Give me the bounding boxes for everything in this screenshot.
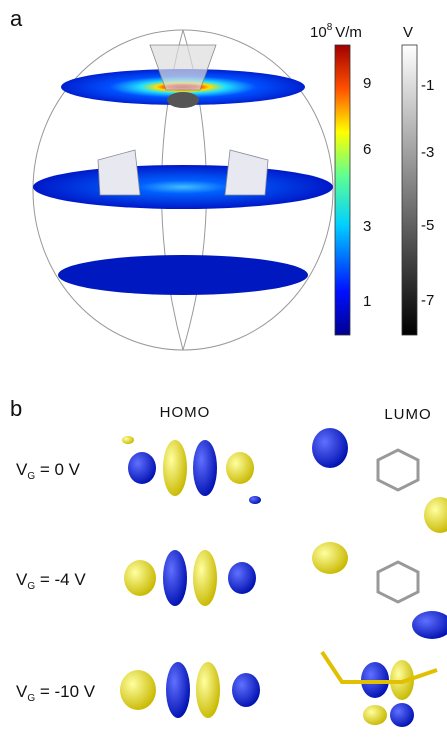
- potential-colorbar: [402, 45, 417, 335]
- panel-label: a: [10, 6, 23, 31]
- symbol: V: [16, 682, 28, 701]
- condition: = -4 V: [35, 570, 86, 589]
- orbitals: [120, 428, 447, 727]
- colorbar-title: V: [403, 24, 413, 41]
- page: {"panel_a": {"label": "a", "field_colorb…: [0, 0, 447, 735]
- field-colorbar: [335, 45, 350, 335]
- colorbar-tick: -1: [421, 77, 434, 94]
- condition: = -10 V: [35, 682, 96, 701]
- colorbar-tick: -5: [421, 217, 434, 234]
- unit: V/m: [335, 24, 362, 41]
- colorbar-tick: 3: [363, 218, 371, 235]
- condition: = 0 V: [35, 460, 81, 479]
- panel-label: b: [10, 396, 22, 421]
- unit-base: 10: [310, 24, 327, 41]
- sphere-illustration: [33, 30, 333, 350]
- unit-exponent: 8: [327, 22, 333, 33]
- column-header: LUMO: [384, 406, 431, 423]
- colorbar-tick: 6: [363, 141, 371, 158]
- colorbar-tick: -7: [421, 292, 434, 309]
- row-label: VG = 0 V: [16, 460, 81, 482]
- colorbar-tick: 9: [363, 75, 371, 92]
- row-label: VG = -4 V: [16, 570, 86, 592]
- colorbar-tick: 1: [363, 293, 371, 310]
- symbol: V: [16, 570, 28, 589]
- symbol: V: [16, 460, 28, 479]
- figure: a 108V/m 9 6 3 1 V -1 -3 -5 -7 b HOMO LU…: [0, 0, 447, 735]
- column-header: HOMO: [160, 404, 211, 421]
- row-label: VG = -10 V: [16, 682, 96, 704]
- colorbar-tick: -3: [421, 144, 434, 161]
